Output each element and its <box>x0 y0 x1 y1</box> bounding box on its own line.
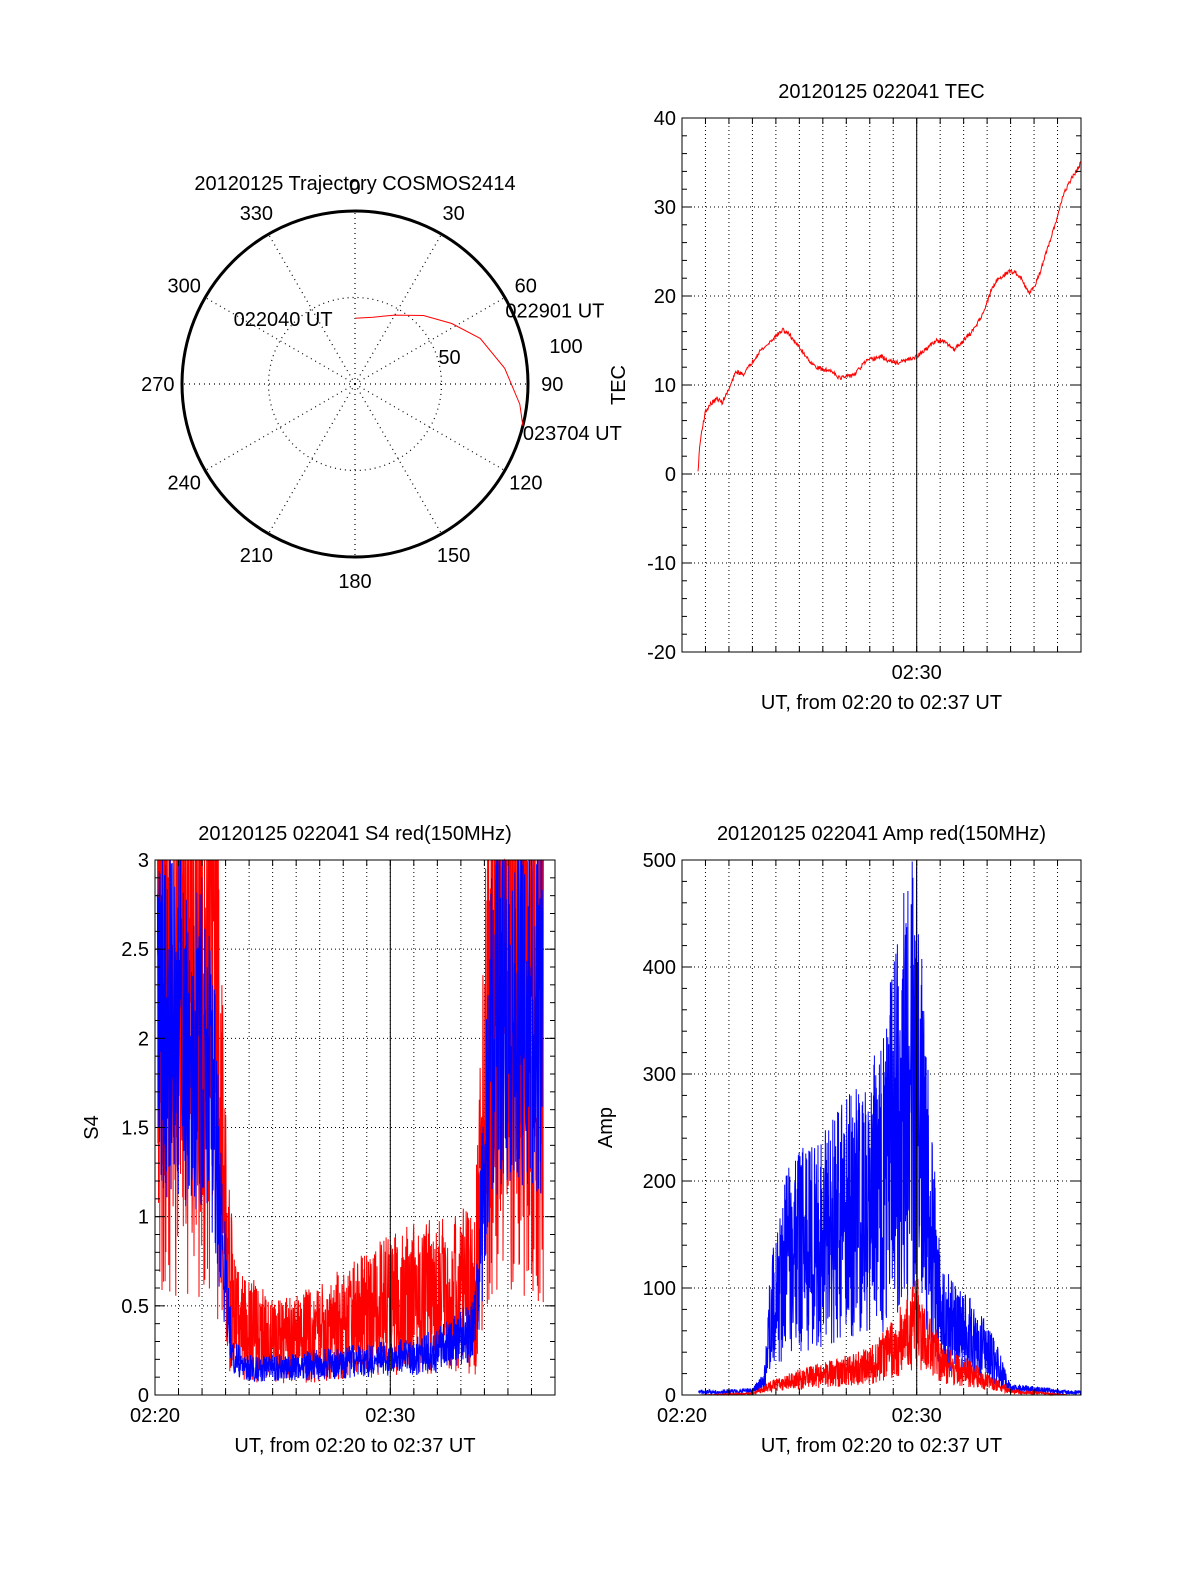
trajectory-azimuth-label: 90 <box>541 374 563 396</box>
amp-ytick-label: 500 <box>643 850 676 872</box>
tec-series-0 <box>697 161 1082 472</box>
s4-ylabel: S4 <box>81 1115 103 1139</box>
s4-series-0 <box>157 858 544 1384</box>
s4-ytick-label: 0 <box>138 1385 149 1407</box>
trajectory-azimuth-label: 30 <box>442 203 464 225</box>
amp-series-0 <box>698 861 1082 1396</box>
trajectory-outer-ring <box>180 209 530 559</box>
tec-ytick-label: 30 <box>654 197 676 219</box>
amp-title: 20120125 022041 Amp red(150MHz) <box>717 823 1046 845</box>
amp-xlabel: UT, from 02:20 to 02:37 UT <box>761 1435 1002 1457</box>
amp-ylabel: Amp <box>595 1107 617 1148</box>
amp-series-1 <box>698 1279 1081 1397</box>
s4-ytick-label: 1.5 <box>121 1118 149 1140</box>
amp-xtick-label: 02:20 <box>657 1405 707 1427</box>
amp-ytick-label: 0 <box>665 1385 676 1407</box>
tec-title: 20120125 022041 TEC <box>778 81 984 103</box>
trajectory-path <box>354 314 524 426</box>
s4-xtick-label: 02:20 <box>130 1405 180 1427</box>
s4-line-chart: 0 0.5 1 1.5 2 2.5 3 02:20 02:30 20120125 022041 S… <box>81 823 556 1457</box>
s4-ytick-label: 1 <box>138 1207 149 1229</box>
trajectory-ring-label: 100 <box>549 336 582 358</box>
amp-ytick-label: 200 <box>643 1171 676 1193</box>
trajectory-spoke <box>204 383 356 472</box>
trajectory-ring-50 <box>267 296 443 472</box>
s4-xtick-label: 02:30 <box>365 1405 415 1427</box>
trajectory-azimuth-label: 240 <box>168 473 201 495</box>
trajectory-ring-label: 50 <box>438 347 460 369</box>
tec-ytick-label: 20 <box>654 286 676 308</box>
tec-ytick-label: -20 <box>647 642 676 664</box>
trajectory-azimuth-label: 150 <box>437 545 470 567</box>
s4-xlabel: UT, from 02:20 to 02:37 UT <box>234 1435 475 1457</box>
trajectory-azimuth-label: 270 <box>141 374 174 396</box>
amp-line-chart: 0 100 200 300 400 500 02:20 02:30 20120125 02204… <box>595 823 1082 1457</box>
amp-ytick-label: 400 <box>643 957 676 979</box>
trajectory-azimuth-label: 300 <box>168 275 201 297</box>
trajectory-azimuth-label: 60 <box>515 275 537 297</box>
tec-axis-frame <box>681 117 1082 653</box>
trajectory-azimuth-label: 180 <box>338 571 371 593</box>
s4-ytick-label: 0.5 <box>121 1296 149 1318</box>
tec-xlabel: UT, from 02:20 to 02:37 UT <box>761 692 1002 714</box>
trajectory-title: 20120125 Trajectory COSMOS2414 <box>194 173 515 195</box>
s4-ytick-label: 3 <box>138 850 149 872</box>
s4-ytick-label: 2 <box>138 1028 149 1050</box>
s4-series-1 <box>156 859 544 1383</box>
trajectory-spoke <box>354 233 443 385</box>
trajectory-azimuth-label: 210 <box>240 545 273 567</box>
tec-line-chart: -20 -10 0 10 20 30 40 02:30 20120125 022041 TEC U… <box>608 81 1082 714</box>
trajectory-polar-plot: 0 30 60 90 120 150 180 210 240 270 300 330 50 100 0220… <box>141 173 622 593</box>
amp-xtick-label: 02:30 <box>892 1405 942 1427</box>
trajectory-azimuth-label: 0 <box>349 177 360 199</box>
amp-ytick-label: 300 <box>643 1064 676 1086</box>
tec-ytick-label: 0 <box>665 464 676 486</box>
tec-ylabel: TEC <box>608 365 630 405</box>
amp-ytick-label: 100 <box>643 1278 676 1300</box>
tec-xtick-label: 02:30 <box>892 662 942 684</box>
tec-ytick-label: 40 <box>654 108 676 130</box>
trajectory-time-annotation: 022901 UT <box>505 300 604 322</box>
tec-ytick-label: 10 <box>654 375 676 397</box>
s4-title: 20120125 022041 S4 red(150MHz) <box>198 823 512 845</box>
tec-ytick-label: -10 <box>647 553 676 575</box>
trajectory-time-annotation: 022040 UT <box>234 309 333 331</box>
trajectory-azimuth-label: 330 <box>240 203 273 225</box>
s4-ytick-label: 2.5 <box>121 939 149 961</box>
trajectory-azimuth-label: 120 <box>509 473 542 495</box>
trajectory-time-annotation: 023704 UT <box>523 423 622 445</box>
